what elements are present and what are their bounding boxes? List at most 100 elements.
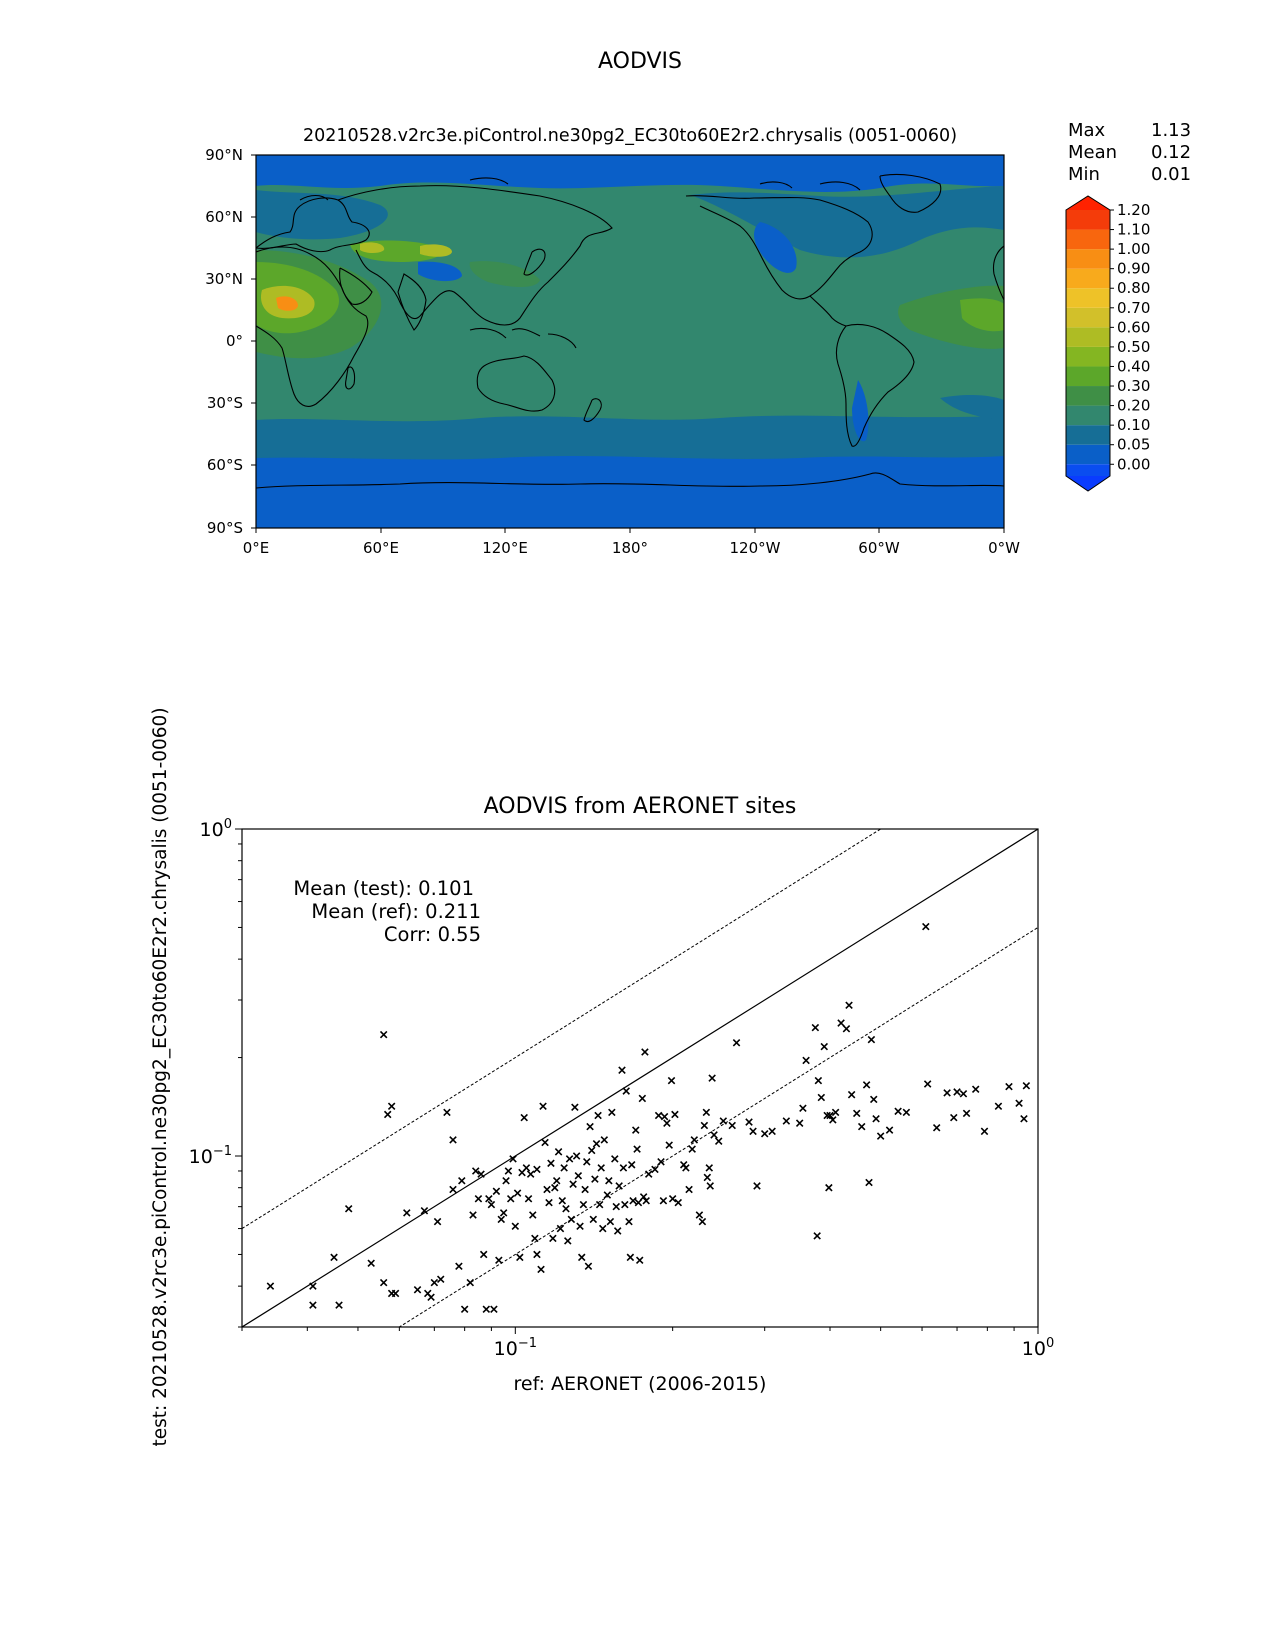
annotation-mean-test: Mean (test): 0.101 — [293, 877, 474, 900]
coastline-africa — [256, 246, 369, 407]
data-point — [487, 1200, 496, 1209]
data-point — [330, 1253, 338, 1262]
colorbar-under-extension — [1066, 476, 1110, 491]
data-point — [618, 1066, 626, 1074]
data-point — [383, 1110, 392, 1119]
data-point — [433, 1217, 442, 1226]
data-point — [660, 1112, 669, 1121]
data-point — [639, 1193, 648, 1201]
data-point — [847, 1090, 856, 1099]
data-point — [571, 1103, 579, 1111]
coastline-west-africa-edge — [992, 245, 1004, 301]
data-point — [344, 1204, 353, 1213]
data-point — [482, 1305, 491, 1313]
north-atlantic-teal — [256, 190, 388, 240]
data-point — [420, 1207, 429, 1215]
data-point — [460, 1305, 469, 1313]
east-asia-plume — [469, 261, 540, 287]
map-coastlines — [256, 173, 1004, 489]
colorbar-band — [1066, 386, 1110, 406]
data-point — [531, 1234, 539, 1243]
data-point — [823, 1111, 831, 1120]
data-point — [600, 1136, 609, 1144]
data-point — [644, 1170, 653, 1178]
data-point — [629, 1196, 637, 1205]
lat-tick-label: 90°N — [205, 146, 243, 164]
data-point — [857, 1122, 866, 1131]
colorbar-tick-label: 1.20 — [1117, 201, 1150, 219]
data-point — [698, 1217, 707, 1226]
data-point — [867, 1035, 876, 1044]
colorbar-band — [1066, 229, 1110, 250]
coastline-madagascar — [345, 366, 356, 390]
colorbar: 0.000.05 0.100.20 0.30 0.400.50 0.600.70 0.80… — [1065, 195, 1150, 492]
data-point — [622, 1087, 630, 1095]
data-point — [594, 1111, 602, 1120]
colorbar-tick-label: 1.10 — [1117, 221, 1150, 239]
data-point — [309, 1282, 317, 1290]
data-point — [502, 1177, 510, 1185]
data-point — [657, 1158, 665, 1166]
map-title: 20210528.v2rc3e.piControl.ne30pg2_EC30to… — [303, 126, 957, 146]
map-field — [256, 155, 1004, 528]
scatter-frame — [241, 828, 1039, 1328]
colorbar-tick-label: 0.40 — [1117, 357, 1150, 375]
data-point — [814, 1076, 823, 1085]
data-point — [865, 1178, 873, 1187]
data-point — [556, 1224, 565, 1233]
data-point — [541, 1138, 549, 1147]
data-point — [852, 1109, 861, 1118]
data-point — [589, 1215, 598, 1224]
data-point — [572, 1152, 581, 1160]
data-point — [513, 1189, 522, 1197]
data-point — [504, 1167, 513, 1175]
lon-tick-label: 120°W — [730, 539, 781, 557]
data-point — [608, 1108, 616, 1117]
data-point — [574, 1172, 583, 1180]
data-point — [612, 1202, 621, 1211]
data-point — [959, 1090, 968, 1098]
scatter-x-axis: 10−1 100 — [241, 1327, 1054, 1360]
data-point — [953, 1088, 961, 1096]
data-point — [745, 1118, 753, 1126]
data-point — [811, 1023, 820, 1032]
data-point — [391, 1289, 400, 1298]
lat-tick-label: 30°N — [205, 270, 243, 288]
data-point — [458, 1177, 466, 1185]
data-point — [760, 1129, 769, 1138]
data-point — [817, 1093, 826, 1102]
data-point — [560, 1164, 568, 1172]
stat-value-min: 0.01 — [1151, 164, 1191, 185]
data-point — [719, 1117, 728, 1125]
data-point — [1015, 1099, 1023, 1108]
data-point — [831, 1108, 840, 1117]
annotation-corr: Corr: 0.55 — [384, 923, 481, 946]
north-pacific-teal — [690, 186, 1004, 258]
data-point — [539, 1102, 547, 1110]
data-point — [474, 1195, 483, 1203]
data-point — [558, 1196, 567, 1205]
data-point — [469, 1211, 477, 1219]
data-point — [379, 1278, 388, 1287]
data-point — [685, 1185, 693, 1194]
data-point — [545, 1198, 553, 1207]
data-point — [802, 1056, 810, 1065]
coastline-north-america — [685, 195, 873, 300]
data-point — [611, 1155, 619, 1163]
stat-label-min: Min — [1068, 164, 1100, 185]
annotation-mean-ref: Mean (ref): 0.211 — [311, 900, 481, 923]
data-point — [367, 1259, 375, 1268]
stat-value-max: 1.13 — [1151, 120, 1191, 141]
map-panel: 20210528.v2rc3e.piControl.ne30pg2_EC30to… — [205, 120, 1191, 557]
coastline-central-america — [809, 295, 847, 327]
data-point — [710, 1131, 718, 1139]
data-point — [605, 1177, 613, 1185]
data-point — [845, 1001, 853, 1010]
data-point — [477, 1170, 485, 1178]
data-point — [485, 1195, 493, 1203]
data-point — [635, 1256, 644, 1265]
colorbar-tick-label: 0.90 — [1117, 260, 1150, 278]
data-point — [537, 1265, 545, 1274]
lon-tick-label: 60°E — [363, 539, 399, 557]
data-point — [980, 1127, 989, 1136]
